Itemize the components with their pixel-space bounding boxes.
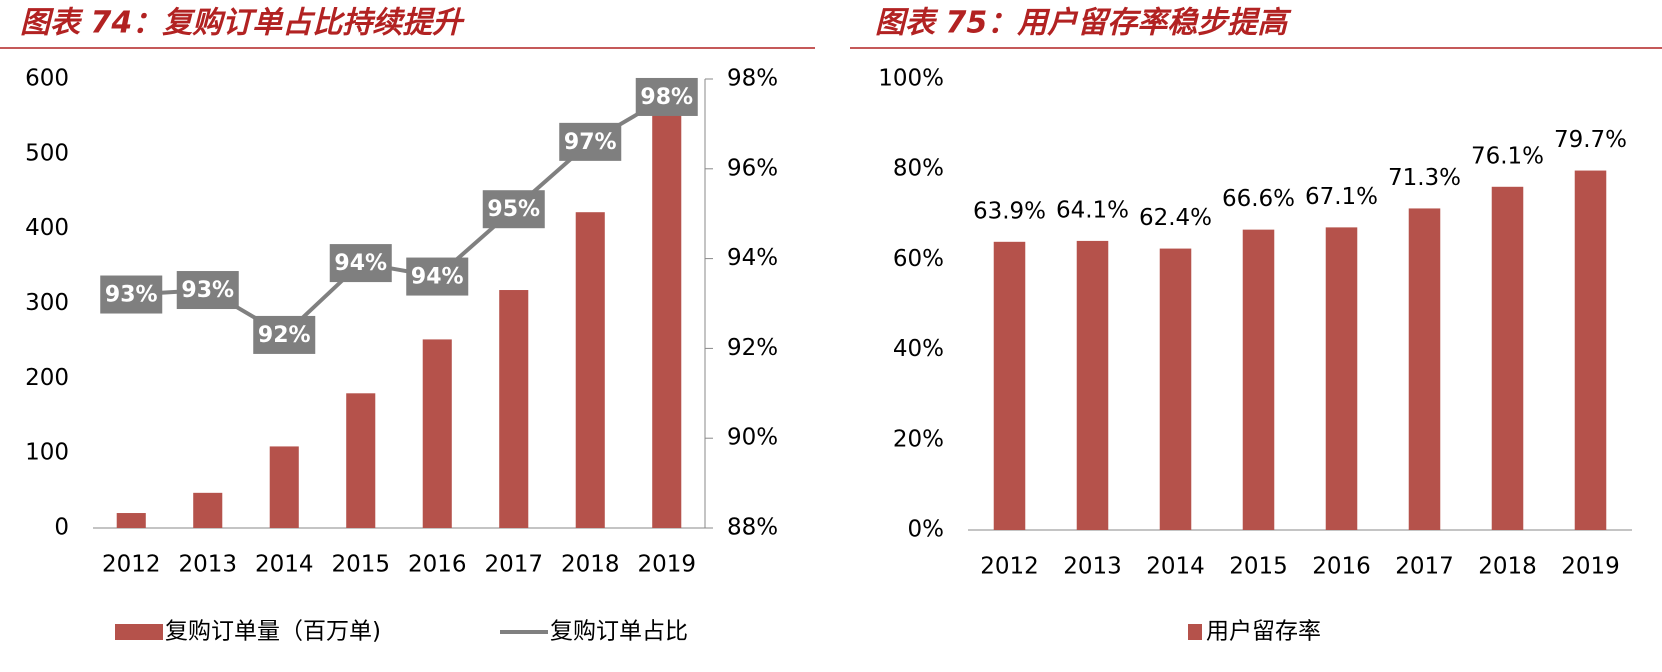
y-tick-label: 96% [727, 155, 778, 181]
legend-swatch [1188, 624, 1202, 640]
y-tick-label: 100 [25, 440, 69, 466]
x-tick-label: 2012 [102, 552, 161, 578]
x-tick-label: 2017 [1395, 554, 1454, 580]
x-tick-label: 2017 [484, 552, 543, 578]
y-tick-label: 200 [25, 365, 69, 391]
data-label: 97% [564, 130, 617, 155]
x-tick-label: 2018 [561, 552, 620, 578]
bar [1159, 248, 1192, 531]
y-tick-label: 90% [727, 425, 778, 451]
bar [1242, 229, 1275, 530]
label-box [329, 244, 392, 283]
bar [993, 241, 1026, 530]
bar [575, 212, 605, 528]
y-tick-label: 40% [893, 336, 944, 362]
y-tick-label: 0 [54, 515, 69, 541]
label-box [482, 190, 545, 229]
x-tick-label: 2018 [1478, 554, 1537, 580]
legend-swatch [115, 624, 163, 640]
x-tick-label: 2019 [637, 552, 696, 578]
bar [346, 393, 376, 528]
x-tick-label: 2013 [1063, 554, 1122, 580]
data-label: 63.9% [973, 198, 1046, 224]
bar [1325, 227, 1358, 530]
data-label: 66.6% [1222, 186, 1295, 212]
y-tick-label: 94% [727, 245, 778, 271]
bar [422, 339, 452, 528]
y-tick-label: 80% [893, 156, 944, 182]
label-box [635, 77, 698, 116]
data-label: 71.3% [1388, 165, 1461, 191]
data-label: 67.1% [1305, 184, 1378, 210]
bar [499, 290, 529, 528]
bar [652, 108, 682, 528]
label-box [176, 271, 239, 310]
y-tick-label: 400 [25, 215, 69, 241]
data-label: 93% [181, 278, 234, 303]
data-label: 79.7% [1554, 127, 1627, 153]
label-box [253, 315, 316, 354]
x-tick-label: 2016 [1312, 554, 1371, 580]
y-tick-label: 0% [908, 517, 945, 543]
y-tick-label: 100% [878, 66, 944, 92]
x-tick-label: 2019 [1561, 554, 1620, 580]
label-box [406, 257, 469, 296]
data-label: 64.1% [1056, 197, 1129, 223]
x-tick-label: 2015 [1229, 554, 1288, 580]
data-label: 92% [258, 323, 311, 348]
bar [1491, 186, 1524, 530]
y-tick-label: 300 [25, 290, 69, 316]
bar [1408, 208, 1441, 530]
bar [1574, 170, 1607, 531]
bar [193, 492, 223, 528]
x-tick-label: 2015 [331, 552, 390, 578]
data-label: 95% [487, 197, 540, 222]
data-label: 62.4% [1139, 205, 1212, 231]
data-label: 94% [334, 251, 387, 276]
chart-title: 图表 75：用户留存率稳步提高 [875, 6, 1292, 41]
y-tick-label: 88% [727, 515, 778, 541]
data-label: 76.1% [1471, 143, 1544, 169]
x-tick-label: 2014 [255, 552, 314, 578]
label-box [100, 275, 163, 314]
y-tick-label: 92% [727, 335, 778, 361]
x-tick-label: 2012 [980, 554, 1039, 580]
legend-label: 复购订单占比 [550, 619, 688, 645]
legend-label: 用户留存率 [1206, 619, 1321, 645]
y-tick-label: 20% [893, 426, 944, 452]
label-box [559, 122, 622, 161]
y-tick-label: 600 [25, 66, 69, 92]
bar [269, 446, 299, 528]
x-tick-label: 2016 [408, 552, 467, 578]
y-tick-label: 500 [25, 140, 69, 166]
data-label: 94% [411, 265, 464, 290]
y-tick-label: 98% [727, 66, 778, 92]
data-label: 98% [640, 85, 693, 110]
x-tick-label: 2014 [1146, 554, 1205, 580]
legend-label: 复购订单量（百万单) [165, 619, 381, 645]
y-tick-label: 60% [893, 246, 944, 272]
data-label: 93% [105, 283, 158, 308]
x-tick-label: 2013 [178, 552, 237, 578]
chart-title: 图表 74：复购订单占比持续提升 [20, 6, 465, 41]
bar [1076, 240, 1109, 530]
bar [116, 513, 146, 528]
